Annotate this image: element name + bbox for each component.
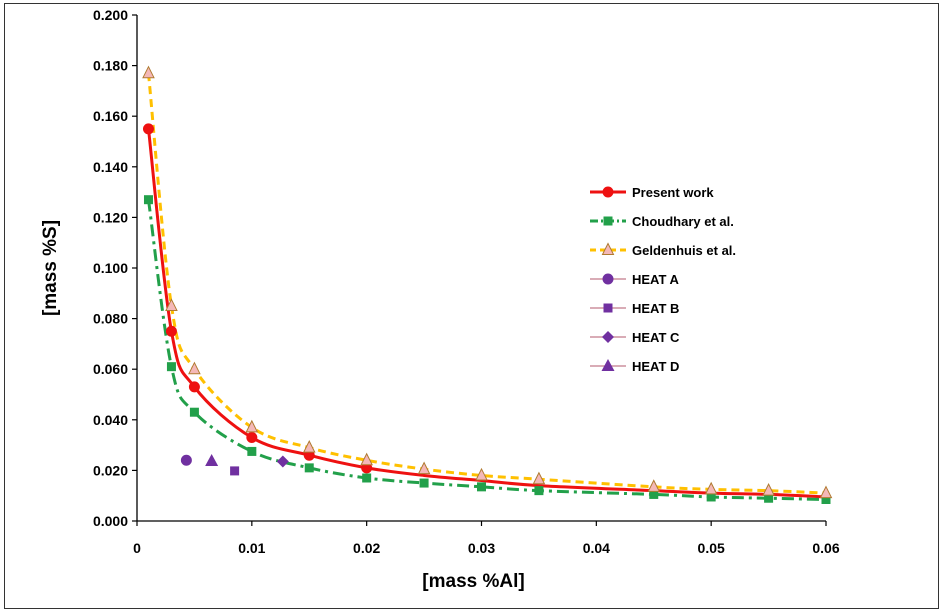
y-tick-label: 0.100 [93,260,128,276]
data-point-1-2 [189,407,199,417]
y-tick-label: 0.160 [93,108,128,124]
x-tick-label: 0.06 [812,540,839,556]
data-point-4-0 [230,466,240,476]
y-tick-label: 0.040 [93,412,128,428]
data-point-2-6 [417,461,431,475]
legend-entry-2: Geldenhuis et al. [590,242,736,258]
data-point-2-12 [819,485,833,499]
series-line-1 [146,199,827,501]
legend-marker [603,216,613,226]
data-point-2-5 [360,452,373,466]
data-point-3-0 [180,454,192,466]
x-tick-label: 0.05 [698,540,725,556]
x-tick-label: 0.03 [468,540,495,556]
data-point-2-3 [245,419,259,433]
x-tick-label: 0.01 [238,540,265,556]
legend-entry-0: Present work [590,185,714,200]
legend-marker [601,359,615,371]
legend-entry-5: HEAT C [590,330,680,345]
data-point-1-6 [419,478,429,488]
legend-label: HEAT B [632,301,679,316]
legend-label: Present work [632,185,714,200]
y-tick-label: 0.000 [93,513,128,529]
legend-label: HEAT C [632,330,680,345]
series-line-2 [146,73,827,495]
legend-marker [602,273,614,285]
y-tick-label: 0.200 [93,7,128,23]
data-point-2-2 [188,361,201,375]
data-point-2-8 [532,471,546,485]
x-tick-label: 0.02 [353,540,380,556]
data-point-0-1 [165,325,177,337]
data-point-6-0 [205,454,219,467]
data-point-2-9 [647,479,661,492]
legend-entry-1: Choudhary et al. [590,214,734,229]
x-axis-title: [mass %Al] [422,571,524,592]
data-point-2-7 [475,467,488,481]
data-point-0-0 [142,123,154,135]
data-point-1-12 [821,494,831,504]
y-tick-label: 0.140 [93,159,128,175]
legend-entry-6: HEAT D [590,359,679,374]
data-point-1-11 [764,493,774,503]
chart-frame [4,3,939,609]
data-point-2-11 [762,483,775,496]
data-point-1-9 [649,489,659,499]
data-point-2-1 [165,298,178,311]
legend-marker [601,242,615,255]
y-tick-label: 0.080 [93,311,128,327]
x-tick-label: 0.04 [583,540,610,556]
data-point-1-0 [143,195,153,205]
legend-marker [602,186,614,198]
y-axis-title: [mass %S] [40,220,61,316]
x-tick-label: 0 [133,540,141,556]
data-point-1-8 [534,486,544,496]
y-tick-label: 0.060 [93,361,128,377]
data-point-5-0 [276,455,289,468]
legend-label: Geldenhuis et al. [632,243,736,258]
legend-marker [603,303,613,313]
y-tick-label: 0.120 [93,209,128,225]
data-point-2-4 [302,440,316,453]
data-point-1-4 [304,463,314,473]
legend-label: HEAT A [632,272,680,287]
series-line-0 [146,128,827,499]
legend-label: Choudhary et al. [632,214,734,229]
data-point-1-7 [477,482,486,492]
y-tick-label: 0.020 [93,462,128,478]
y-tick-label: 0.180 [93,58,128,74]
data-point-0-3 [246,432,258,444]
legend-marker [602,331,614,343]
legend-entry-4: HEAT B [590,301,679,316]
data-point-2-0 [142,65,155,79]
data-point-2-10 [704,481,718,495]
data-point-1-5 [362,473,372,483]
data-point-1-3 [247,446,257,456]
data-point-1-1 [166,362,176,372]
legend-label: HEAT D [632,359,679,374]
data-point-1-10 [706,492,716,502]
data-point-0-2 [188,381,200,393]
legend-entry-3: HEAT A [590,272,680,287]
